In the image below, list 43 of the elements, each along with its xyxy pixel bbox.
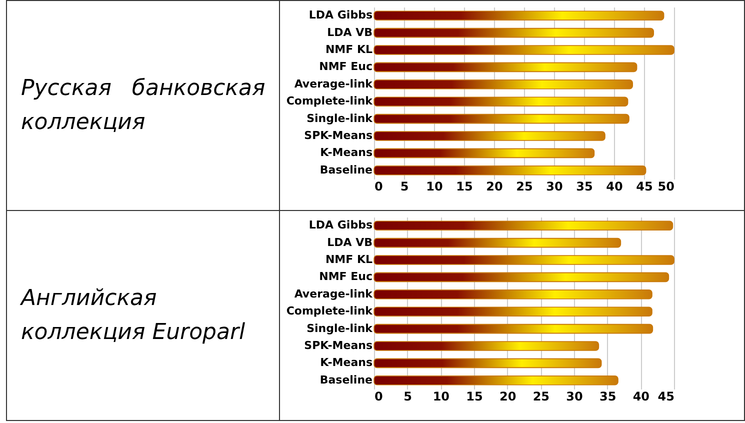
x-tick-label: 25	[533, 390, 550, 404]
x-tick-label: 20	[486, 180, 504, 194]
x-tick-label: 0	[374, 390, 384, 404]
x-tick-label: 25	[516, 180, 534, 194]
y-tick-label: Complete-link	[286, 304, 374, 318]
text: Русская банковская коллекция	[6, 0, 280, 210]
x-tick-label: 10	[426, 180, 444, 194]
x-tick-label: 35	[576, 180, 594, 194]
y-tick-label: SPK-Means	[304, 339, 374, 352]
y-tick-label: Average-link	[294, 77, 374, 90]
y-tick-label: Complete-link	[286, 94, 374, 108]
y-tick-label: LDA VB	[327, 236, 373, 249]
y-tick-label: Single-link	[306, 322, 374, 335]
x-tick-label: 40	[633, 390, 650, 404]
x-tick-label: 30	[546, 180, 564, 194]
x-tick-label: 30	[566, 390, 584, 404]
x-tick-label: 40	[606, 180, 624, 194]
text: Английская коллекция Europarl	[6, 210, 280, 420]
x-tick-label: 0	[374, 180, 384, 194]
x-tick-label: 15	[456, 180, 474, 194]
y-tick-label: K-Means	[320, 146, 374, 160]
y-tick-label: Baseline	[320, 373, 373, 386]
y-tick-label: NMF Euc	[319, 270, 373, 284]
x-tick-label: 20	[500, 390, 516, 404]
y-tick-label: Baseline	[320, 163, 373, 176]
x-tick-label: 5	[400, 180, 409, 194]
x-tick-label: 35	[600, 390, 616, 404]
x-tick-label: 50	[658, 180, 675, 194]
x-tick-label: 5	[404, 390, 412, 404]
y-tick-label: SPK-Means	[304, 129, 374, 142]
x-tick-label: 15	[466, 390, 484, 404]
y-tick-label: LDA Gibbs	[309, 218, 374, 232]
y-tick-label: LDA Gibbs	[309, 8, 374, 22]
y-tick-label: K-Means	[320, 356, 374, 370]
y-tick-label: LDA VB	[327, 26, 373, 39]
y-tick-label: Single-link	[306, 112, 374, 125]
y-tick-label: NMF KL	[326, 253, 373, 266]
x-tick-label: 10	[433, 390, 450, 404]
x-tick-label: 45	[636, 180, 654, 194]
y-tick-label: NMF KL	[326, 43, 373, 56]
y-tick-label: NMF Euc	[319, 60, 373, 74]
y-tick-label: Average-link	[294, 287, 374, 300]
x-tick-label: 45	[658, 390, 675, 404]
